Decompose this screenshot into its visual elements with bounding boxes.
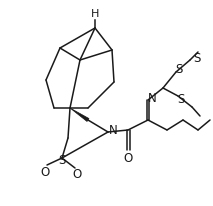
Text: O: O xyxy=(72,169,82,181)
Text: S: S xyxy=(58,153,66,166)
Text: H: H xyxy=(91,9,99,19)
Text: O: O xyxy=(40,165,50,179)
Polygon shape xyxy=(70,108,89,122)
Text: N: N xyxy=(109,124,117,137)
Text: N: N xyxy=(148,91,156,104)
Text: O: O xyxy=(123,151,133,165)
Text: S: S xyxy=(177,92,185,105)
Text: S: S xyxy=(193,52,201,64)
Text: S: S xyxy=(175,62,183,76)
